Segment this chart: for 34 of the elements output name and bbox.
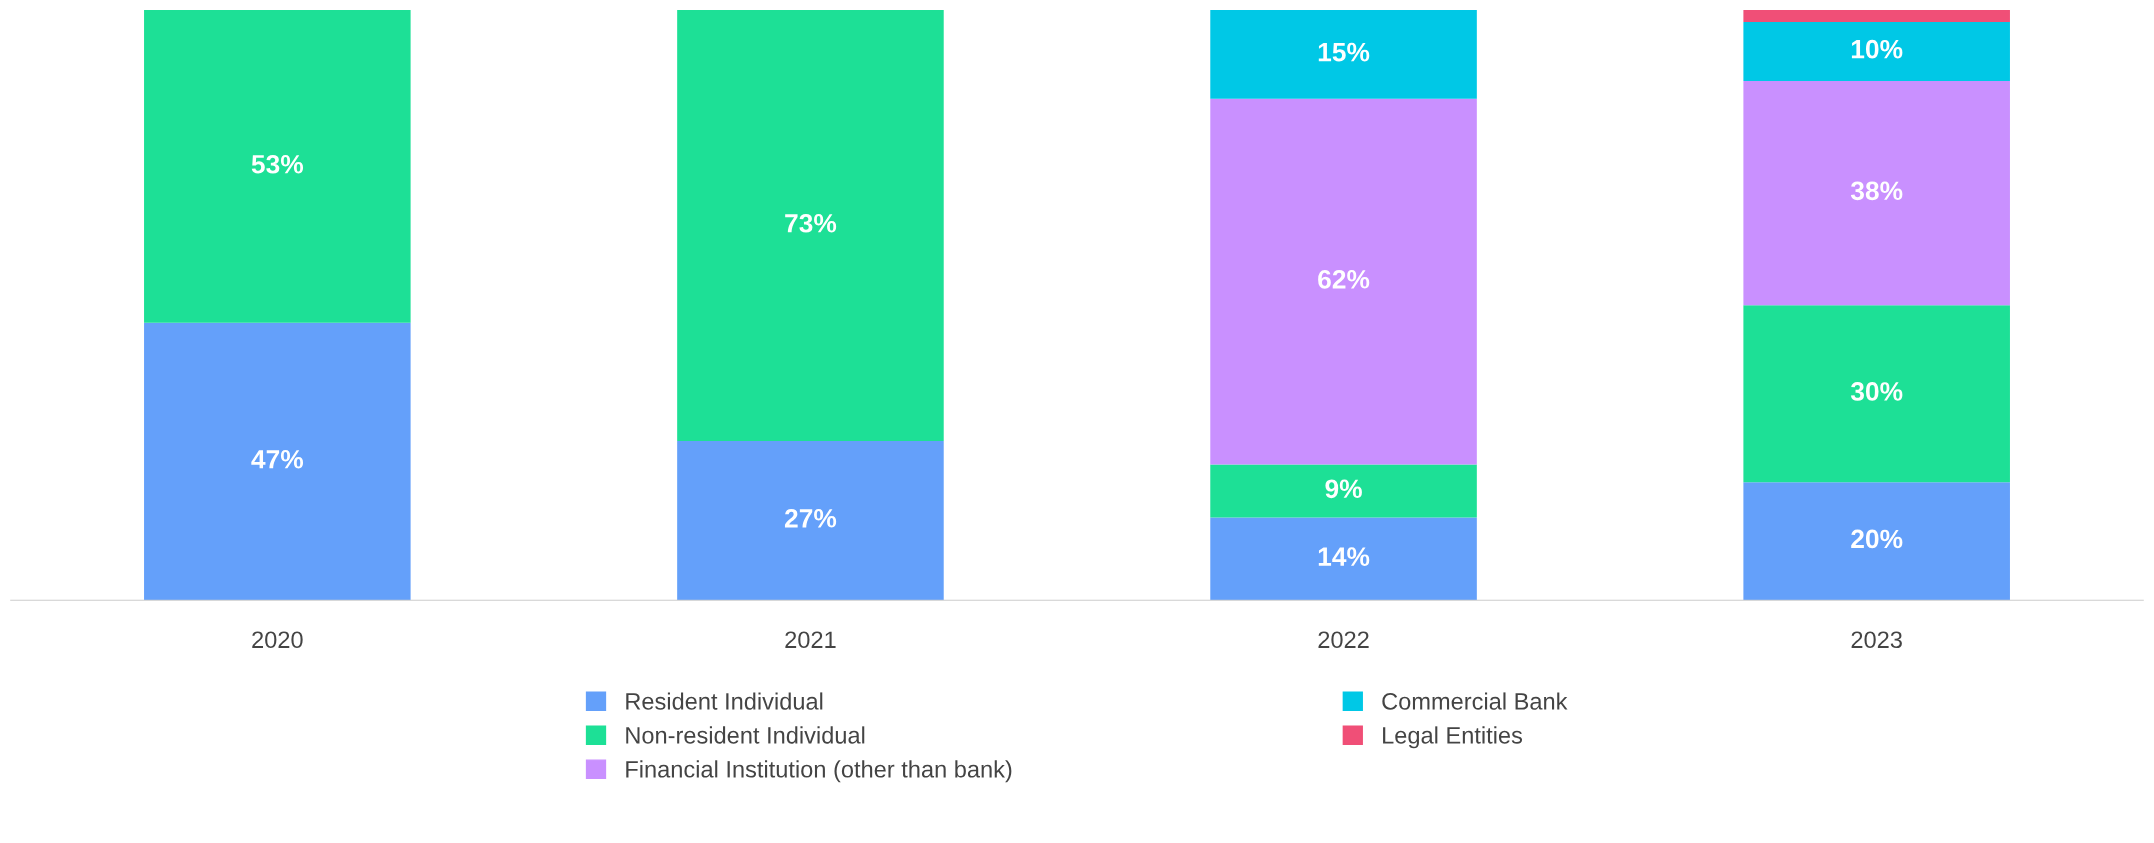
x-tick-label: 2023 (1851, 631, 1902, 649)
data-label: 10% (1851, 39, 1903, 59)
bar (1743, 80, 2010, 306)
x-tick-label: 2021 (785, 631, 836, 649)
legend-label: Non-resident Individual (626, 726, 865, 744)
data-label: 20% (1851, 529, 1903, 549)
data-label: 73% (785, 213, 837, 233)
data-label: 14% (1318, 547, 1370, 566)
data-label: 62% (1318, 269, 1370, 289)
bar (1210, 10, 1477, 99)
data-label: 27% (784, 508, 837, 528)
legend-label: Commercial Bank (1382, 692, 1568, 710)
bar (1743, 10, 2010, 22)
bar (144, 10, 411, 323)
x-tick-label: 2020 (252, 631, 303, 649)
data-label: 38% (1850, 181, 1903, 201)
bar (677, 10, 944, 441)
data-label: 47% (251, 450, 304, 469)
legend-label: Legal Entities (1383, 726, 1523, 749)
bar (1210, 517, 1477, 601)
data-label: 9% (1325, 479, 1362, 499)
data-label: 15% (1318, 42, 1370, 62)
legend-label: Resident Individual (626, 692, 823, 710)
legend-label: Financial Institution (other than bank) (626, 760, 1012, 783)
data-label: 53% (251, 154, 304, 174)
bar (1210, 464, 1477, 518)
bar (677, 440, 944, 601)
data-label: 30% (1850, 382, 1903, 401)
bar (1743, 482, 2010, 601)
bar (1743, 305, 2010, 483)
x-tick-label: 2022 (1318, 631, 1369, 649)
bar (1743, 21, 2010, 81)
bar (144, 322, 411, 601)
bar (1210, 98, 1477, 465)
